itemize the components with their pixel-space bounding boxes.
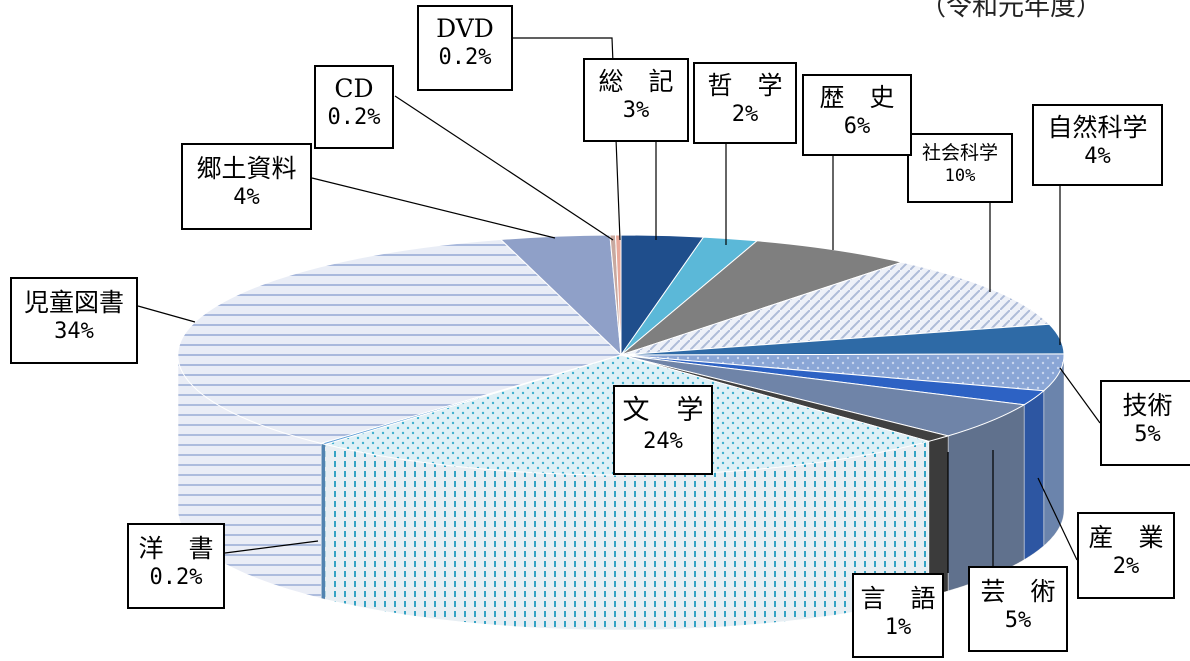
- pie-side-walls: [177, 354, 1065, 631]
- leader-line-3: [137, 305, 196, 323]
- label-general-works: 総 記 3%: [583, 58, 689, 142]
- label-western-books: 洋 書 0.2%: [127, 523, 225, 609]
- label-history: 歴 史 6%: [802, 74, 912, 156]
- leader-line-1: [394, 95, 614, 241]
- leader-lines: [137, 37, 1101, 573]
- label-local-materials: 郷土資料 4%: [181, 143, 312, 230]
- label-literature: 文 学 24%: [613, 385, 713, 475]
- pie-top: [177, 234, 1065, 476]
- label-industry: 産 業 2%: [1077, 512, 1175, 599]
- label-childrens-books: 児童図書 34%: [10, 277, 138, 364]
- leader-line-7: [1037, 477, 1078, 561]
- label-cd: CD 0.2%: [314, 65, 394, 149]
- leader-line-4: [224, 540, 319, 554]
- pie-slice-DVD: [614, 234, 622, 356]
- label-philosophy: 哲 学 2%: [693, 62, 797, 144]
- label-arts: 芸 術 5%: [968, 566, 1068, 652]
- chart-subtitle: （令和元年度）: [919, 0, 1102, 22]
- label-dvd: DVD 0.2%: [417, 5, 513, 91]
- label-language: 言 語 1%: [852, 573, 944, 658]
- pie-slice-児童図書: [177, 238, 622, 444]
- label-social-science: 社会科学 10%: [907, 133, 1013, 203]
- leader-line-2: [311, 177, 556, 239]
- leader-line-8: [1059, 367, 1101, 424]
- label-natural-science: 自然科学 4%: [1032, 104, 1163, 186]
- label-technology: 技術 5%: [1100, 380, 1190, 466]
- leader-line-0: [513, 37, 621, 241]
